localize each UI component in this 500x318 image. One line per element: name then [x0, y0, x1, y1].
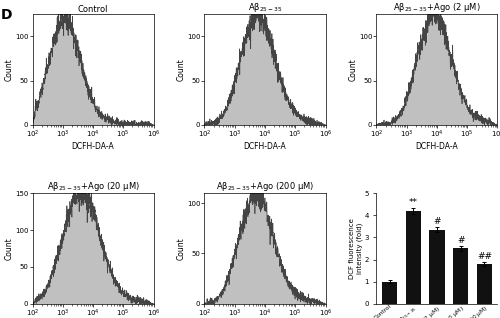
Title: Aβ$_{25-35}$+Ago (2 μM): Aβ$_{25-35}$+Ago (2 μM) — [393, 1, 481, 14]
Title: Aβ$_{25-35}$+Ago (20 μM): Aβ$_{25-35}$+Ago (20 μM) — [46, 180, 140, 193]
Y-axis label: Count: Count — [348, 58, 358, 81]
Text: #: # — [457, 236, 464, 245]
Bar — [382, 282, 398, 304]
Text: D: D — [1, 8, 12, 22]
Title: Control: Control — [78, 4, 108, 14]
Bar — [430, 230, 444, 304]
Text: #: # — [433, 217, 440, 226]
Bar — [453, 248, 468, 304]
Y-axis label: Count: Count — [4, 58, 14, 81]
X-axis label: DCFH-DA-A: DCFH-DA-A — [72, 142, 114, 151]
Y-axis label: DCF fluorescence
intensity (fold): DCF fluorescence intensity (fold) — [350, 218, 363, 279]
Text: ##: ## — [477, 252, 492, 261]
Bar — [476, 264, 492, 304]
Text: **: ** — [409, 198, 418, 207]
Bar — [406, 211, 421, 304]
X-axis label: DCFH-DA-A: DCFH-DA-A — [416, 142, 459, 151]
Y-axis label: Count: Count — [4, 237, 14, 260]
Title: Aβ$_{25-35}$: Aβ$_{25-35}$ — [248, 1, 282, 14]
X-axis label: DCFH-DA-A: DCFH-DA-A — [244, 142, 286, 151]
Y-axis label: Count: Count — [176, 58, 186, 81]
Title: Aβ$_{25-35}$+Ago (200 μM): Aβ$_{25-35}$+Ago (200 μM) — [216, 180, 314, 193]
Y-axis label: Count: Count — [176, 237, 186, 260]
